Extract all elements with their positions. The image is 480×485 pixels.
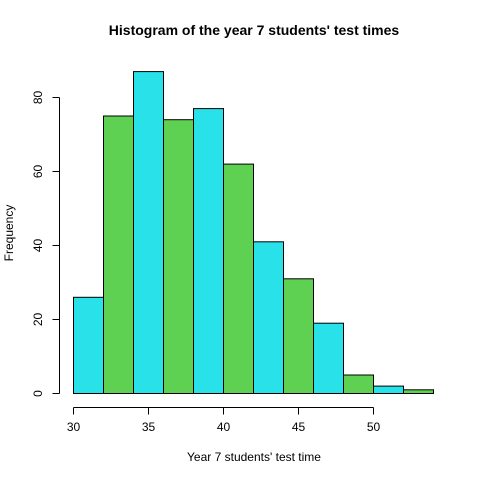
histogram-bar — [283, 278, 314, 394]
chart-title: Histogram of the year 7 students' test t… — [109, 22, 400, 38]
histogram-bar — [223, 163, 254, 394]
y-axis-label: Frequency — [2, 205, 16, 262]
histogram-bar — [343, 374, 374, 394]
y-tick-label: 40 — [31, 239, 45, 253]
histogram-bar — [253, 241, 284, 394]
histogram-bar — [73, 296, 104, 394]
x-axis-label: Year 7 students' test time — [187, 450, 321, 464]
x-tick-label: 50 — [367, 420, 381, 434]
histogram-bar — [403, 389, 434, 394]
bars-group — [73, 71, 434, 395]
histogram-bar — [163, 119, 194, 394]
y-tick-label: 20 — [31, 313, 45, 327]
histogram-bar — [103, 115, 134, 394]
y-tick-label: 0 — [31, 390, 45, 397]
histogram-bar — [373, 385, 404, 395]
x-tick-label: 40 — [217, 420, 231, 434]
y-axis: 0 20 40 60 80 — [31, 91, 60, 397]
histogram-bar — [193, 108, 224, 394]
histogram-bar — [313, 322, 344, 395]
y-tick-label: 60 — [31, 165, 45, 179]
x-tick-label: 35 — [142, 420, 156, 434]
x-tick-label: 30 — [67, 420, 81, 434]
y-tick-label: 80 — [31, 91, 45, 105]
x-tick-label: 45 — [292, 420, 306, 434]
histogram-bar — [133, 71, 164, 394]
x-axis: 30 35 40 45 50 — [67, 407, 381, 434]
